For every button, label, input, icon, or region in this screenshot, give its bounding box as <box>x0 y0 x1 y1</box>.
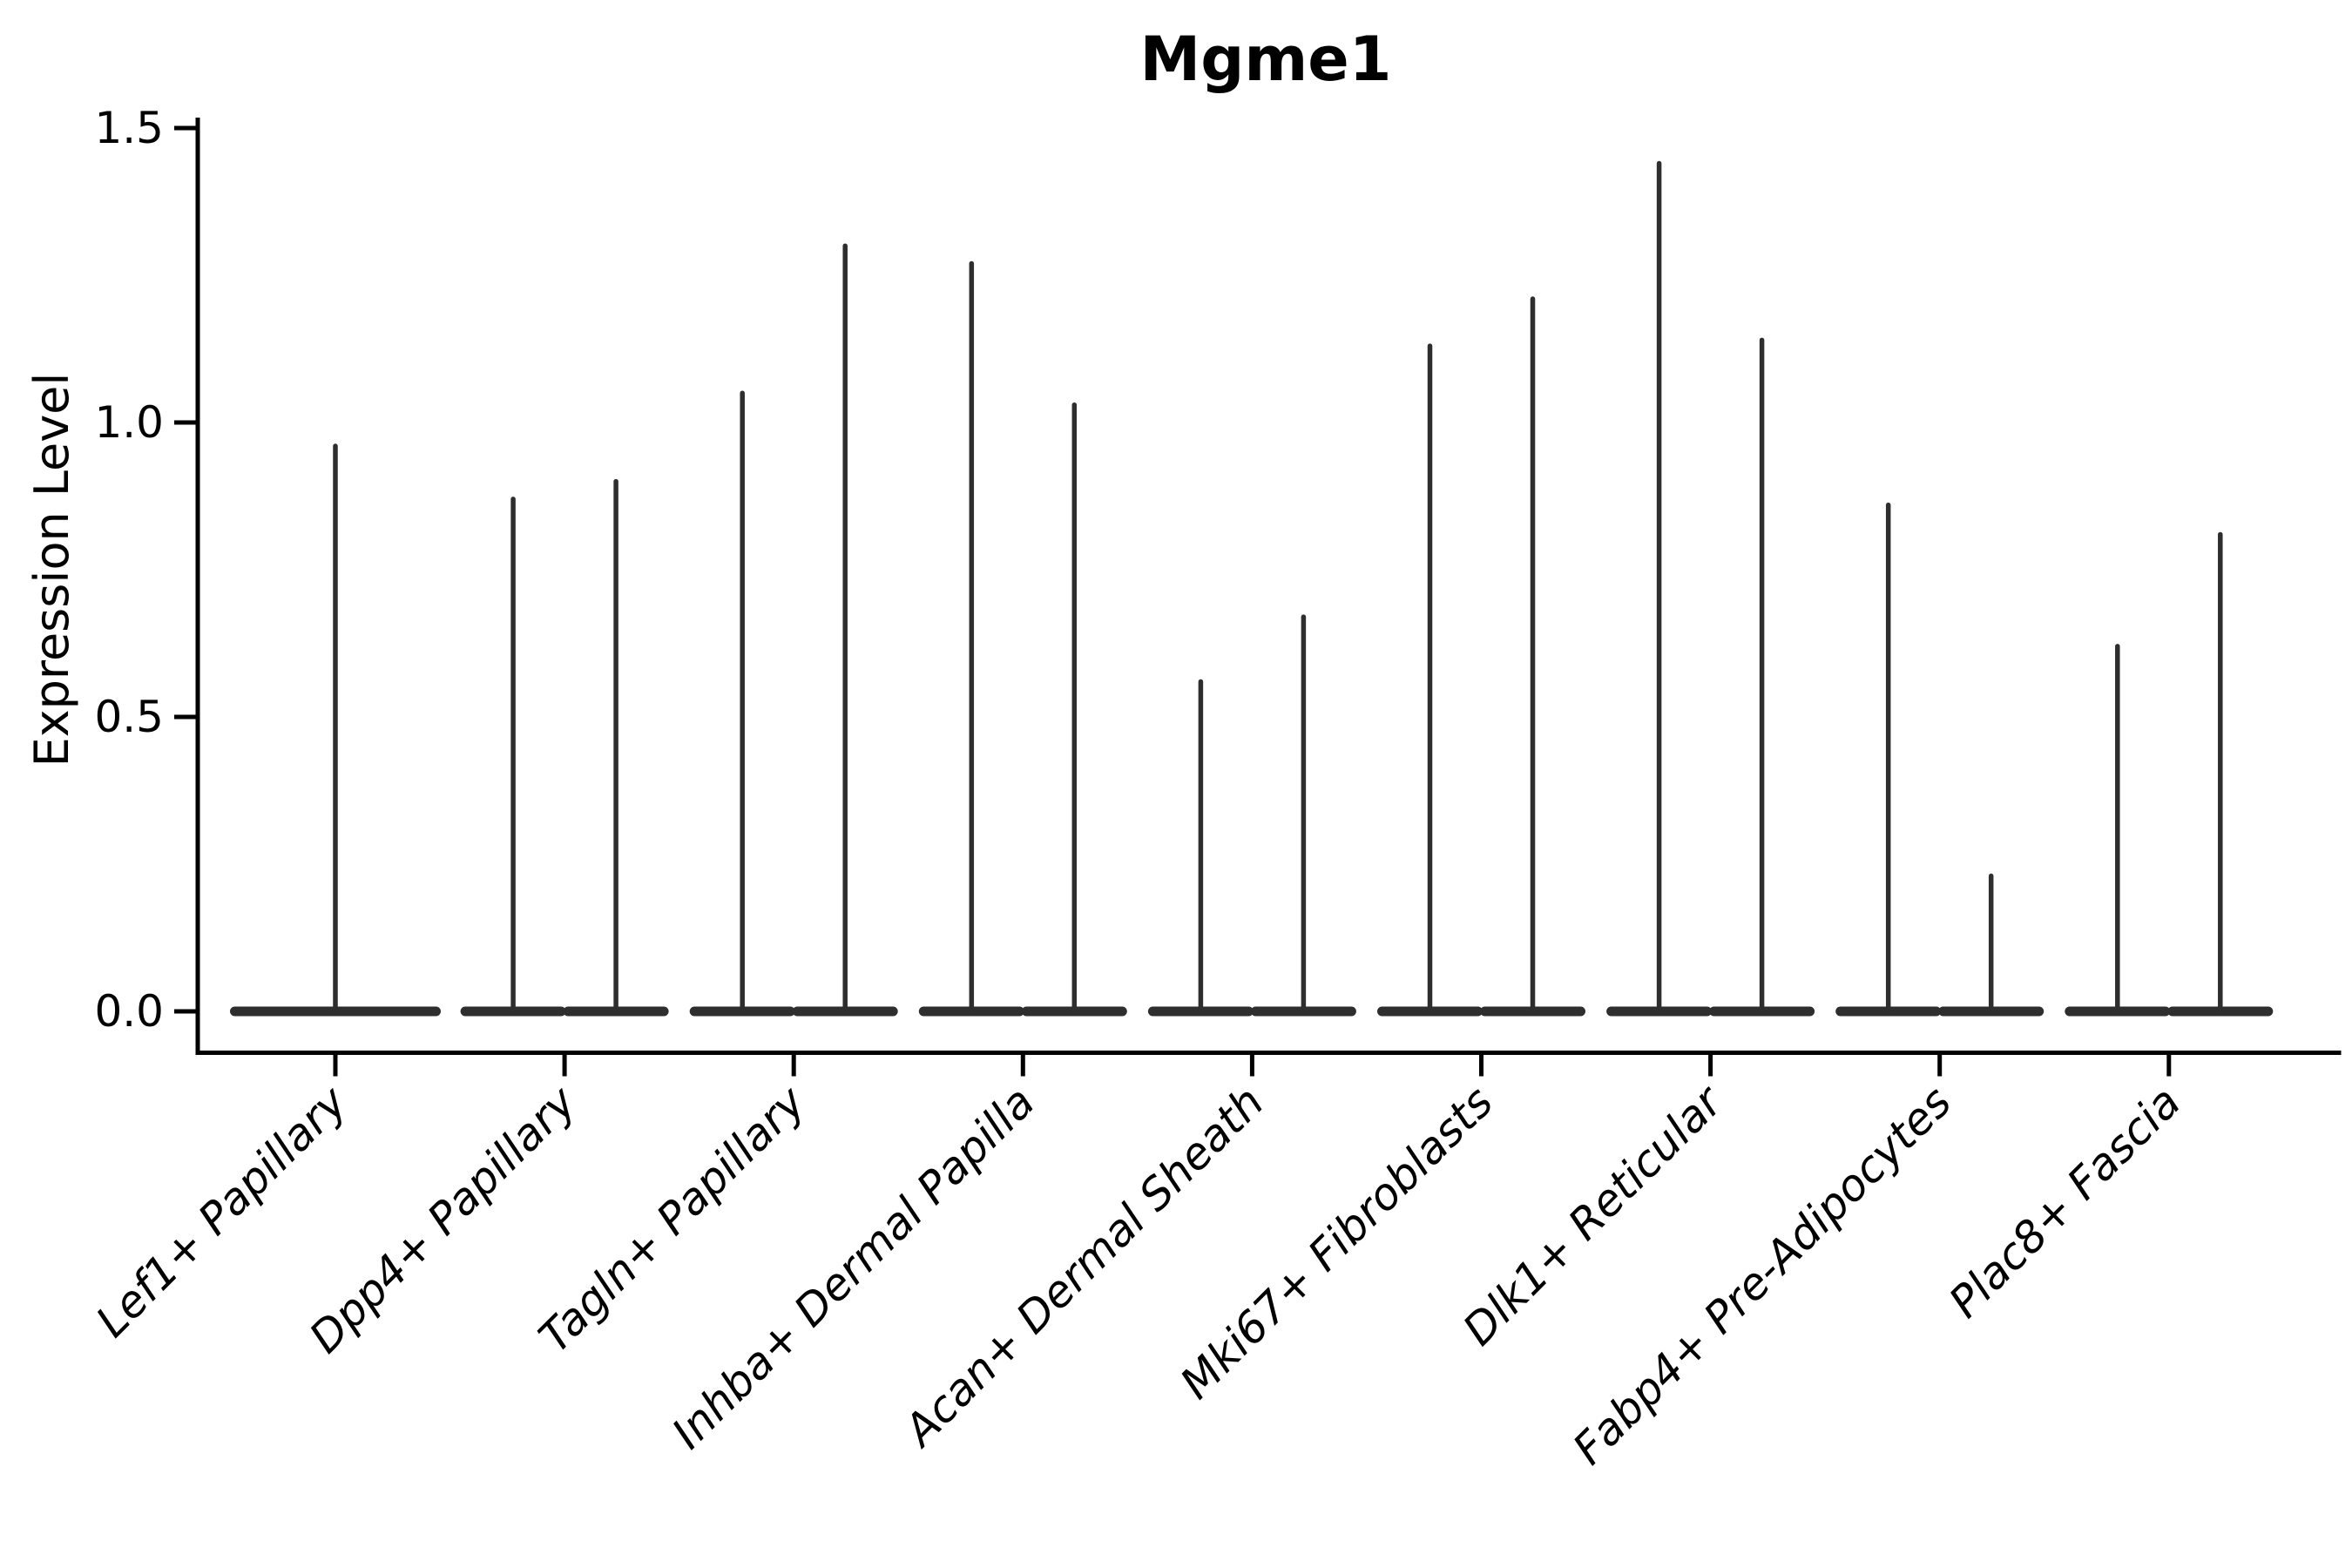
violin <box>1938 873 2044 1017</box>
violin <box>792 243 898 1017</box>
x-tick-label: Inhba+ Dermal Papilla <box>662 1077 1044 1458</box>
x-axis-spine <box>195 1051 2342 1055</box>
x-tick-label: Fabp4+ Pre-Adipocytes <box>1564 1077 1962 1475</box>
violin <box>1709 337 1815 1017</box>
violin <box>689 390 795 1017</box>
violin <box>460 497 566 1017</box>
x-tick-label: Plac8+ Fascia <box>1939 1077 2190 1328</box>
violin <box>2065 644 2171 1017</box>
chart-title: Mgme1 <box>1140 24 1392 95</box>
violin <box>230 443 441 1017</box>
violin <box>1377 343 1483 1017</box>
violin <box>1606 160 1713 1017</box>
axis-spines <box>195 118 2342 1055</box>
y-axis-spine <box>195 118 200 1055</box>
y-tick-label: 0.0 <box>94 986 164 1037</box>
x-tick-label: Lef1+ Papillary <box>86 1076 357 1347</box>
violin <box>1835 502 1942 1017</box>
violins-layer <box>230 160 2274 1017</box>
violin <box>1021 402 1127 1017</box>
violin <box>1250 614 1356 1017</box>
y-tick-label: 1.0 <box>94 397 164 448</box>
violin <box>918 260 1024 1017</box>
y-axis-ticks: 0.0 0.5 1.0 1.5 <box>94 103 198 1037</box>
violin <box>1480 296 1585 1017</box>
x-tick-label: Acan+ Dermal Sheath <box>893 1077 1274 1457</box>
violin <box>563 478 669 1017</box>
y-tick-label: 1.5 <box>94 103 164 153</box>
y-tick-label: 0.5 <box>94 692 164 742</box>
violin <box>1147 679 1254 1017</box>
y-axis-label: Expression Level <box>24 373 79 767</box>
violin <box>2167 531 2274 1017</box>
